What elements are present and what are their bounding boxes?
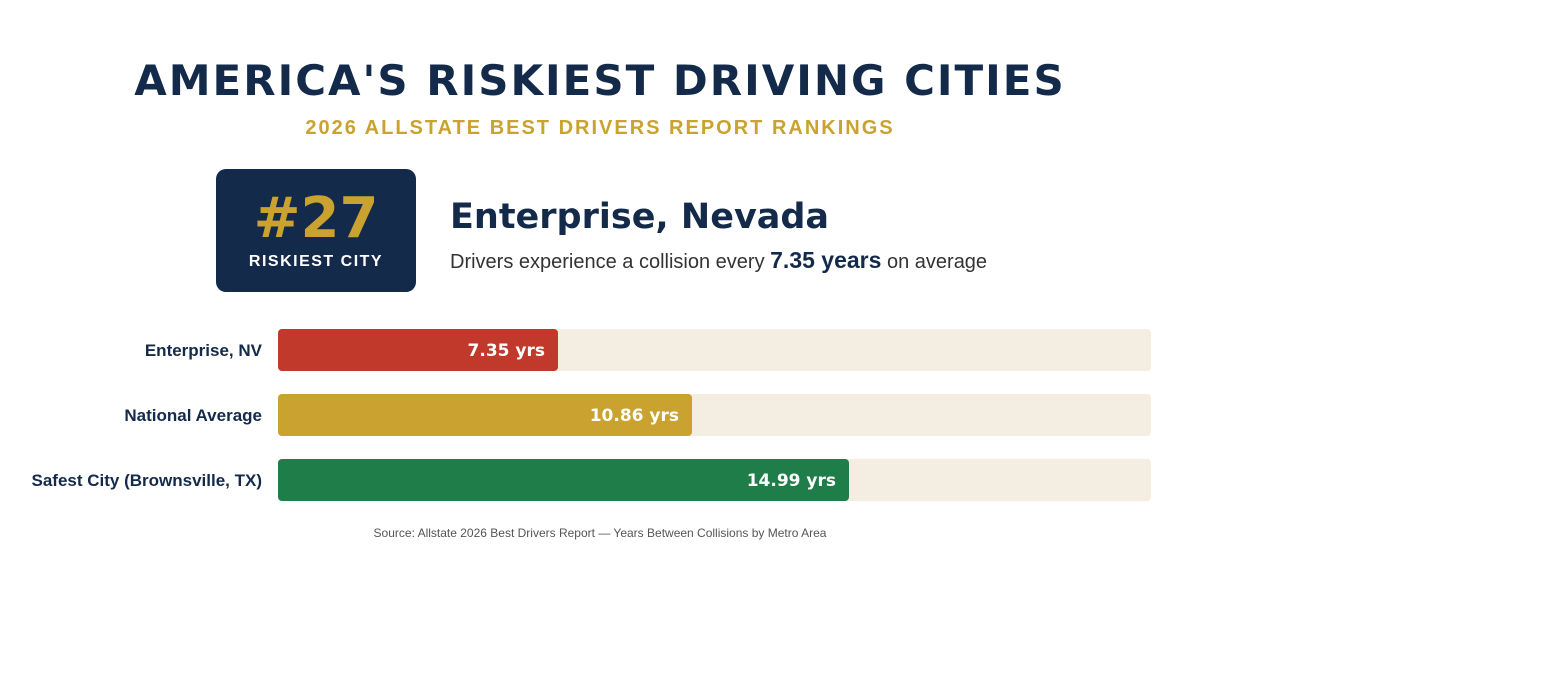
bar-track: 10.86 yrs: [278, 394, 1151, 436]
chart-subtitle: 2026 ALLSTATE BEST DRIVERS REPORT RANKIN…: [305, 117, 895, 139]
bar-track: 14.99 yrs: [278, 459, 1151, 501]
city-description: Drivers experience a collision every 7.3…: [450, 245, 987, 277]
source-note: Source: Allstate 2026 Best Drivers Repor…: [373, 526, 827, 540]
bar-label: Enterprise, NV: [144, 340, 262, 360]
rank-number: #27: [253, 186, 379, 251]
city-desc-prefix: Drivers experience a collision every: [450, 251, 771, 273]
bar-label: National Average: [124, 405, 262, 425]
rank-label: RISKIEST CITY: [248, 253, 384, 270]
bar: 14.99 yrs: [278, 459, 849, 501]
bar-row-enterprise-nv: Enterprise, NV 7.35 yrs: [0, 329, 1200, 371]
bar: 10.86 yrs: [278, 394, 692, 436]
bar-value-label: 14.99 yrs: [746, 471, 836, 491]
chart-title: AMERICA'S RISKIEST DRIVING CITIES: [134, 56, 1066, 105]
rank-badge: #27 RISKIEST CITY: [216, 169, 416, 292]
bar-label: Safest City (Brownsville, TX): [31, 470, 263, 490]
collision-interval: 7.35 years: [770, 247, 882, 273]
city-desc-suffix: on average: [881, 251, 988, 273]
bar-row-safest-city-brownsville-tx: Safest City (Brownsville, TX) 14.99 yrs: [0, 459, 1200, 501]
bar: 7.35 yrs: [278, 329, 558, 371]
city-name: Enterprise, Nevada: [450, 197, 830, 237]
bar-track: 7.35 yrs: [278, 329, 1151, 371]
bar-chart: Enterprise, NV 7.35 yrs National Average 10…: [0, 329, 1200, 509]
bar-value-label: 7.35 yrs: [467, 341, 545, 361]
bar-row-national-average: National Average 10.86 yrs: [0, 394, 1200, 436]
bar-value-label: 10.86 yrs: [589, 406, 679, 426]
